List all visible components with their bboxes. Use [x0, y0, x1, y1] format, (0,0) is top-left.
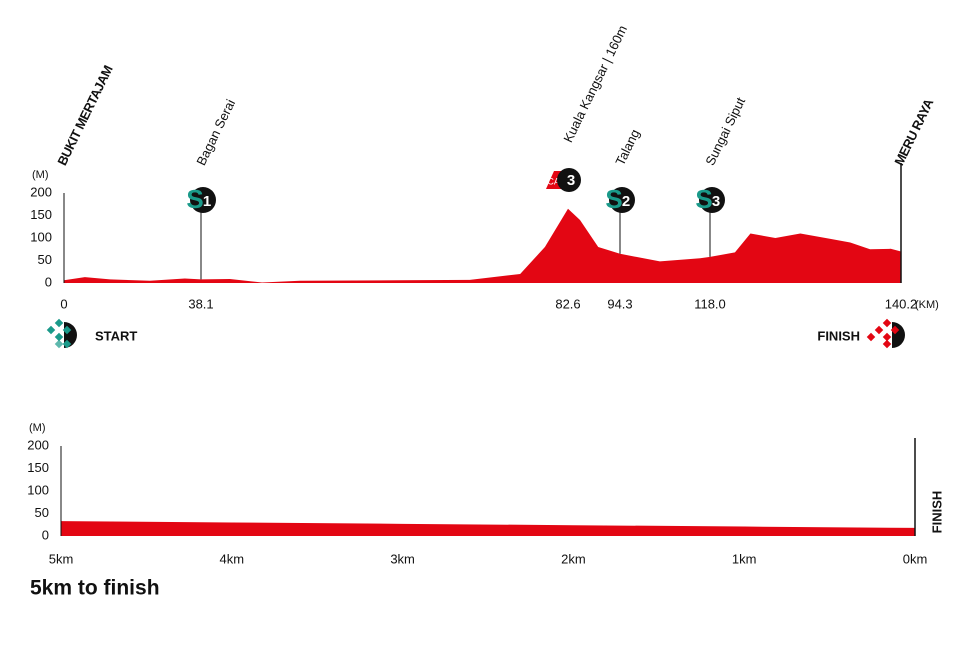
x-tick-label: 0km	[903, 551, 928, 566]
place-label: BUKIT MERTAJAM	[54, 63, 115, 168]
y-tick-label: 50	[35, 505, 49, 520]
x-tick-label: 94.3	[607, 296, 632, 311]
y-tick-label: 150	[30, 207, 52, 222]
finish-label: FINISH	[929, 491, 944, 534]
elevation-area	[64, 208, 901, 283]
x-tick-label: 4km	[220, 551, 245, 566]
sprint-badge	[609, 187, 635, 213]
sprint-letter: S	[186, 184, 203, 214]
place-label: Sungai Siput	[702, 95, 748, 168]
y-tick-label: 50	[38, 252, 52, 267]
sprint-badge	[699, 187, 725, 213]
sprint-number: 2	[622, 193, 630, 210]
chart-title: 5km to finish	[30, 577, 160, 600]
start-label: START	[95, 328, 137, 343]
place-label: MERU RAYA	[891, 96, 936, 168]
climb-badge	[557, 168, 581, 192]
y-unit: (M)	[29, 422, 46, 434]
x-tick-label: 5km	[49, 551, 74, 566]
y-tick-label: 100	[30, 229, 52, 244]
x-tick-label: 118.0	[694, 296, 726, 311]
start-icon	[46, 318, 77, 349]
y-tick-label: 0	[42, 527, 49, 542]
x-tick-label: 82.6	[555, 296, 580, 311]
x-unit: (KM)	[915, 299, 939, 311]
x-tick-label: 2km	[561, 551, 586, 566]
finish-icon	[866, 318, 905, 349]
finish-label: FINISH	[817, 328, 860, 343]
y-tick-label: 200	[27, 437, 49, 452]
x-tick-label: 38.1	[188, 296, 213, 311]
climb-number: 3	[567, 172, 575, 189]
sprint-number: 1	[203, 193, 211, 210]
y-tick-label: 0	[45, 274, 52, 289]
sprint-badge	[190, 187, 216, 213]
place-label: Bagan Serai	[193, 97, 238, 168]
place-label: Talang	[612, 127, 642, 168]
climb-label: CAT	[547, 176, 565, 186]
sprint-letter: S	[695, 184, 712, 214]
x-tick-label: 0	[60, 296, 67, 311]
elevation-area	[61, 521, 915, 536]
x-tick-label: 3km	[390, 551, 415, 566]
y-unit: (M)	[32, 169, 49, 181]
y-tick-label: 100	[27, 482, 49, 497]
place-label: Kuala Kangsar | 160m	[560, 23, 630, 145]
x-tick-label: 140.2	[885, 296, 918, 311]
y-tick-label: 150	[27, 460, 49, 475]
y-tick-label: 200	[30, 184, 52, 199]
sprint-letter: S	[605, 184, 622, 214]
sprint-number: 3	[712, 193, 720, 210]
x-tick-label: 1km	[732, 551, 757, 566]
